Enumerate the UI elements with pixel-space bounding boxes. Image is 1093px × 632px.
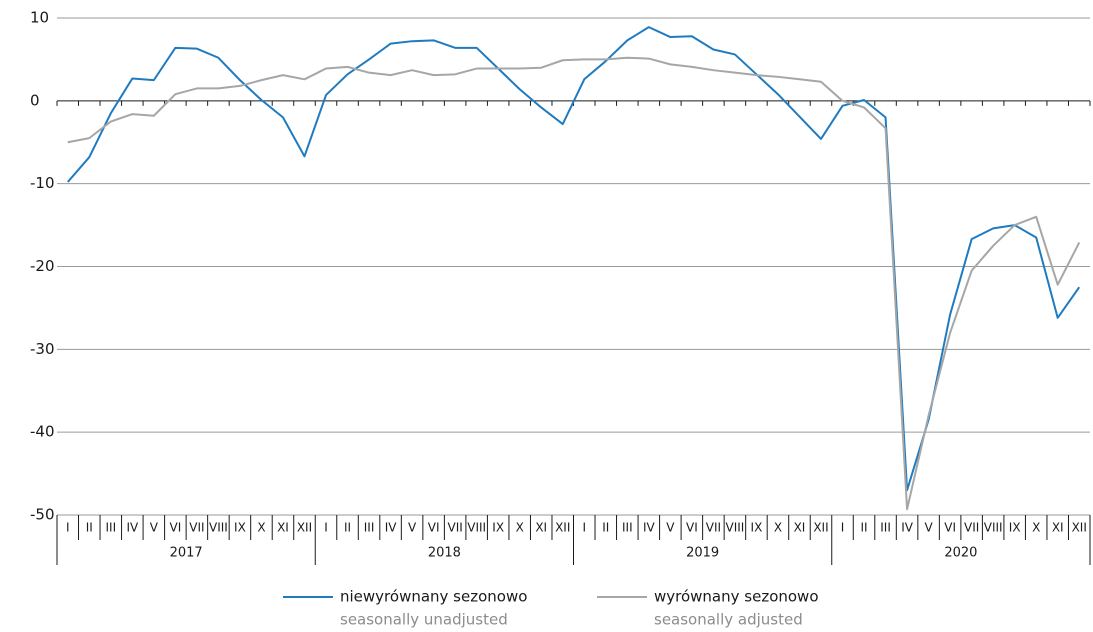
x-tick-label: XI — [277, 521, 289, 535]
legend-label: niewyrównany sezonowo — [340, 588, 527, 606]
x-tick-label: XII — [297, 521, 312, 535]
x-tick-label: IV — [901, 521, 914, 535]
x-tick-label: IV — [643, 521, 656, 535]
x-tick-label: II — [602, 521, 609, 535]
x-tick-label: VII — [706, 521, 721, 535]
x-tick-label: XII — [1072, 521, 1087, 535]
x-tick-label: IX — [751, 521, 763, 535]
y-tick-label: -20 — [30, 257, 55, 275]
x-tick-label: XI — [794, 521, 806, 535]
x-tick-label: IX — [1009, 521, 1021, 535]
y-tick-label: 10 — [30, 9, 49, 27]
x-tick-label: VI — [169, 521, 181, 535]
x-tick-label: IV — [126, 521, 139, 535]
year-label: 2020 — [944, 546, 977, 561]
x-tick-label: VII — [189, 521, 204, 535]
x-tick-label: VIII — [209, 521, 228, 535]
x-tick-label: XII — [555, 521, 570, 535]
x-tick-label: III — [622, 521, 633, 535]
x-tick-label: VI — [944, 521, 956, 535]
x-tick-label: X — [774, 521, 782, 535]
legend-label-en: seasonally unadjusted — [340, 611, 508, 629]
x-tick-label: V — [666, 521, 675, 535]
x-tick-label: IX — [234, 521, 246, 535]
x-tick-label: VI — [686, 521, 698, 535]
x-tick-label: II — [860, 521, 867, 535]
x-tick-label: I — [841, 521, 845, 535]
legend-label: wyrównany sezonowo — [654, 588, 819, 606]
x-tick-label: III — [105, 521, 116, 535]
x-tick-label: III — [880, 521, 891, 535]
year-label: 2019 — [686, 546, 719, 561]
y-tick-label: -40 — [30, 423, 55, 441]
x-tick-label: V — [150, 521, 159, 535]
series-line — [67, 26, 1081, 492]
y-tick-label: 0 — [30, 91, 40, 109]
x-tick-label: X — [1032, 521, 1040, 535]
x-tick-label: V — [924, 521, 933, 535]
x-tick-label: I — [324, 521, 328, 535]
y-tick-label: -10 — [30, 174, 55, 192]
y-tick-label: -50 — [30, 506, 55, 524]
legend-label-en: seasonally adjusted — [654, 611, 803, 629]
x-tick-label: I — [582, 521, 586, 535]
x-tick-label: XII — [813, 521, 828, 535]
x-tick-label: VII — [964, 521, 979, 535]
x-tick-label: IX — [492, 521, 504, 535]
x-tick-label: V — [408, 521, 417, 535]
x-tick-label: VIII — [725, 521, 744, 535]
x-tick-label: VII — [447, 521, 462, 535]
x-tick-label: XI — [535, 521, 547, 535]
x-tick-label: VI — [428, 521, 440, 535]
x-tick-label: VIII — [467, 521, 486, 535]
x-tick-label: II — [344, 521, 351, 535]
y-tick-label: -30 — [30, 340, 55, 358]
year-label: 2018 — [428, 546, 461, 561]
x-tick-label: XI — [1052, 521, 1064, 535]
x-tick-label: I — [66, 521, 70, 535]
x-tick-label: II — [86, 521, 93, 535]
x-tick-label: X — [257, 521, 265, 535]
x-tick-label: VIII — [984, 521, 1003, 535]
year-label: 2017 — [170, 546, 203, 561]
x-tick-label: III — [364, 521, 375, 535]
x-tick-label: IV — [385, 521, 398, 535]
series-line — [67, 56, 1081, 511]
x-tick-label: X — [516, 521, 524, 535]
